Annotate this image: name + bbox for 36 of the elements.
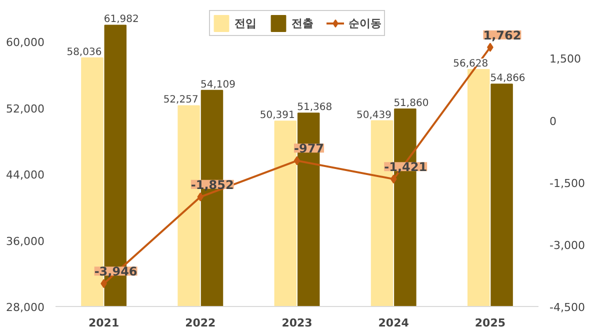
data-label: 51,368 (297, 102, 332, 114)
x-tick-label: 2022 (185, 316, 216, 330)
data-label: 50,439 (356, 110, 392, 121)
x-tick-label: 2023 (282, 316, 312, 330)
x-tick-label: 2021 (88, 316, 120, 330)
point (390, 174, 397, 184)
y2-tick-label: 1,500 (550, 52, 581, 66)
data-label: 1,762 (483, 28, 522, 42)
y2-tick-label: -4,500 (550, 301, 585, 314)
y2-tick-label: 0 (550, 114, 556, 128)
data-label: 58,036 (66, 46, 102, 58)
data-label: 52,257 (163, 94, 198, 106)
data-label: 50,391 (260, 110, 295, 122)
point (197, 192, 204, 202)
data-label: -977 (294, 142, 324, 156)
y-tick-label: 60,000 (6, 36, 45, 50)
legend-label: 전입 (234, 16, 256, 30)
legend-label: 순이동 (348, 16, 382, 30)
x-tick-label: 2025 (474, 316, 506, 330)
data-label: 54,866 (490, 73, 526, 84)
point (294, 156, 300, 166)
y2-tick-label: -1,500 (550, 176, 585, 190)
y-tick-label: 52,000 (6, 102, 45, 116)
data-label: -1,852 (190, 178, 234, 192)
y-tick-label: 44,000 (6, 168, 45, 182)
y-tick-label: 36,000 (6, 234, 45, 248)
legend-label: 전출 (292, 16, 314, 30)
data-label: 61,982 (104, 14, 139, 26)
data-label: 51,860 (394, 98, 429, 109)
data-label: -3,946 (94, 264, 138, 279)
y-tick-label: 28,000 (6, 301, 45, 314)
data-label: -1,421 (384, 160, 428, 174)
data-label: 54,109 (200, 79, 236, 90)
y2-tick-label: -3,000 (550, 238, 585, 252)
data-label: 56,628 (453, 58, 488, 70)
x-tick-label: 2024 (378, 316, 410, 330)
